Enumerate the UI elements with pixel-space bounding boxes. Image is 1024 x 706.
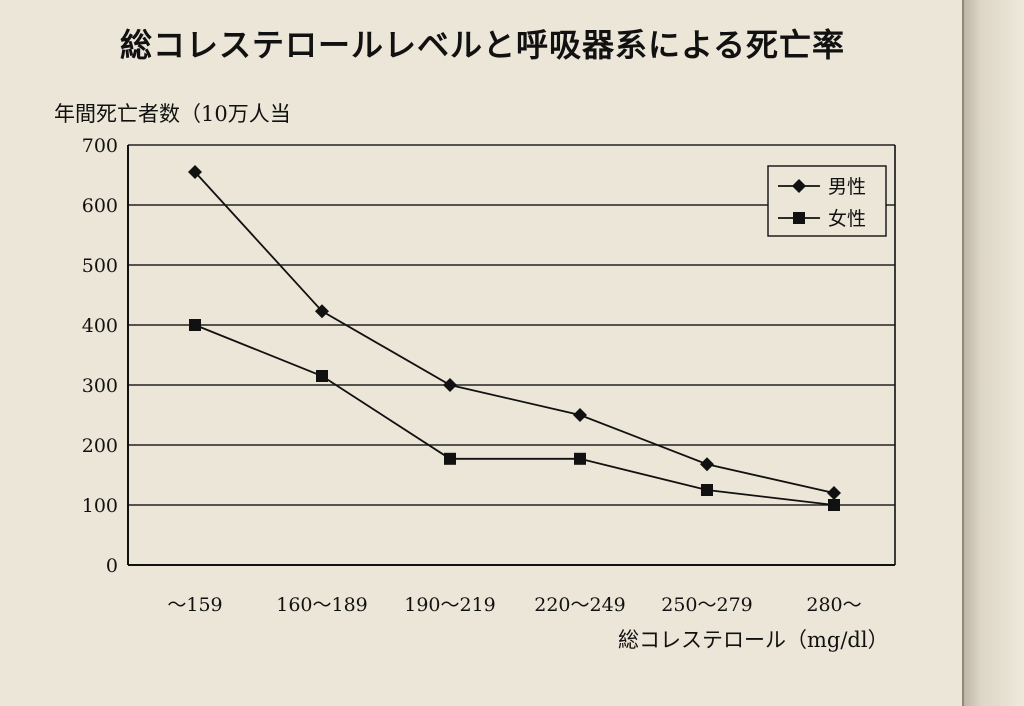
series (188, 165, 841, 511)
x-tick-label: 250〜279 (661, 594, 753, 616)
legend-marker (792, 179, 806, 193)
y-tick-label: 400 (82, 315, 118, 337)
y-ticks: 0 100 200 300 400 500 600 700 (82, 135, 118, 577)
data-point (828, 499, 840, 511)
legend-label: 女性 (828, 208, 866, 230)
page-gutter (962, 0, 964, 706)
axes (127, 145, 896, 566)
data-point (188, 165, 202, 179)
series-line-female (194, 324, 835, 506)
data-point (573, 408, 587, 422)
chart-title: 総コレステロールレベルと呼吸器系による死亡率 (120, 26, 846, 64)
y-tick-label: 500 (82, 255, 118, 277)
x-tick-label: 220〜249 (534, 594, 626, 616)
y-tick-label: 0 (106, 555, 118, 577)
y-tick-label: 300 (82, 375, 118, 397)
y-tick-label: 600 (82, 195, 118, 217)
data-point (443, 378, 457, 392)
x-tick-label: 190〜219 (404, 594, 496, 616)
data-point (701, 484, 713, 496)
x-tick-label: 280〜 (806, 594, 861, 616)
grid (128, 144, 895, 506)
y-tick-label: 700 (82, 135, 118, 157)
data-point (574, 452, 586, 465)
y-tick-label: 100 (82, 495, 118, 517)
x-axis-label: 総コレステロール（mg/dl） (618, 628, 889, 652)
x-ticks: 〜159 160〜189 190〜219 220〜249 250〜279 280〜 (167, 594, 861, 616)
y-axis-label: 年間死亡者数（10万人当 (54, 102, 291, 126)
legend-box (767, 165, 887, 237)
data-point (189, 319, 201, 331)
data-point (315, 304, 329, 319)
x-tick-label: 160〜189 (276, 594, 368, 616)
page-edge (962, 0, 1024, 706)
y-tick-label: 200 (82, 435, 118, 457)
x-tick-label: 〜159 (167, 594, 222, 616)
data-point (827, 486, 841, 500)
data-point (700, 457, 714, 472)
legend-label: 男性 (828, 176, 866, 198)
legend-marker (793, 212, 805, 224)
series-line-male (194, 171, 835, 494)
data-point (316, 370, 328, 382)
data-point (444, 452, 456, 465)
